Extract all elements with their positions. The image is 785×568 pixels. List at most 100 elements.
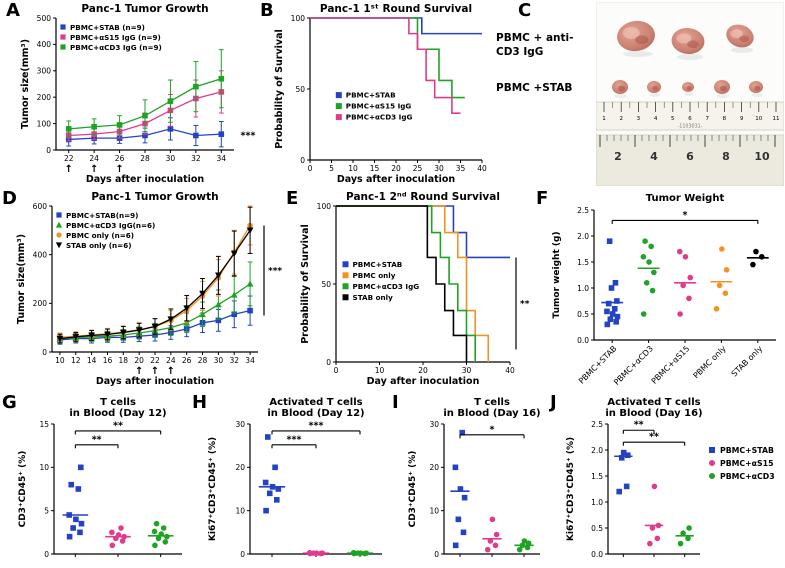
- svg-text:100: 100: [37, 119, 52, 128]
- svg-text:Days after inoculation: Days after inoculation: [96, 376, 215, 387]
- svg-text:24: 24: [89, 154, 99, 163]
- svg-text:STAB only: STAB only: [730, 344, 765, 379]
- svg-text:1.5: 1.5: [577, 258, 589, 267]
- svg-text:2: 2: [614, 150, 622, 163]
- panel-label-f: F: [536, 188, 549, 209]
- svg-text:400: 400: [33, 250, 48, 259]
- svg-text:PBMC only: PBMC only: [353, 271, 396, 280]
- panel-label-b: B: [260, 0, 274, 21]
- svg-text:200: 200: [37, 93, 52, 102]
- chart-svg: Panc-1 Tumor Growth 0 100 200 300 400 500 22 24 2…: [20, 3, 256, 185]
- panel-label-j: J: [550, 392, 557, 413]
- panel-e-survival-chart: Panc-1 2ⁿᵈ Round Survival 0 50 100 0 10 20 30 40…: [300, 190, 534, 388]
- svg-text:1.5: 1.5: [591, 472, 603, 481]
- svg-text:PBMC+αCD3: PBMC+αCD3: [720, 472, 775, 481]
- svg-text:6: 6: [686, 150, 694, 163]
- svg-text:0: 0: [240, 550, 245, 559]
- panel-label-c: C: [518, 0, 532, 21]
- svg-text:**: **: [113, 420, 123, 431]
- svg-text:0: 0: [434, 550, 439, 559]
- svg-text:30: 30: [166, 154, 176, 163]
- svg-text:28: 28: [198, 356, 208, 365]
- svg-text:**: **: [520, 300, 530, 310]
- svg-text:28: 28: [140, 154, 150, 163]
- svg-text:32: 32: [229, 356, 239, 365]
- svg-text:600: 600: [33, 202, 48, 211]
- svg-text:*: *: [683, 210, 688, 221]
- svg-text:10: 10: [429, 506, 439, 515]
- svg-text:PBMC+STAB: PBMC+STAB: [346, 91, 396, 100]
- svg-text:PBMC+αCD3 IgG: PBMC+αCD3 IgG: [353, 282, 420, 291]
- panel-e: E Panc-1 2ⁿᵈ Round Survival 0 50 100 0 10 20 30…: [286, 190, 534, 388]
- svg-text:STAB only (n=6): STAB only (n=6): [66, 241, 131, 250]
- panel-b-survival-chart: Panc-1 1ˢᵗ Round Survival 0 50 100 0 5 10 15 20 2…: [274, 2, 492, 186]
- panel-h-activated-tcells-day12-chart: Activated T cells in Blood (Day 12) 0 10 20 3…: [206, 394, 390, 566]
- chart-svg: Panc-1 2ⁿᵈ Round Survival 0 50 100 0 10 20 30 40…: [300, 191, 530, 387]
- svg-text:10: 10: [754, 150, 770, 163]
- svg-text:**: **: [634, 420, 644, 431]
- panel-i-tcells-day16-chart: T cells in Blood (Day 16) 0 10 20 30 CD3⁺CD45⁺…: [406, 394, 548, 566]
- svg-text:1.0: 1.0: [577, 284, 589, 293]
- svg-text:in Blood (Day 12): in Blood (Day 12): [69, 408, 166, 419]
- panel-d: D Panc-1 Tumor Growth 0 200 400 600 10 12 14 16 1…: [2, 190, 284, 388]
- svg-text:40: 40: [477, 164, 487, 173]
- panel-label-e: E: [286, 188, 299, 209]
- panel-f: F Tumor Weight 0.0 0.5 1.0 1.5 2.0 2.5 PBMC+STA…: [536, 190, 784, 388]
- svg-text:0.0: 0.0: [577, 336, 589, 345]
- svg-text:Panc-1 2ⁿᵈ Round Survival: Panc-1 2ⁿᵈ Round Survival: [346, 191, 500, 203]
- panel-label-i: I: [392, 392, 399, 413]
- svg-text:Activated T cells: Activated T cells: [607, 397, 700, 408]
- svg-text:7: 7: [705, 116, 709, 122]
- svg-text:32: 32: [191, 154, 201, 163]
- svg-text:10: 10: [235, 506, 245, 515]
- svg-text:10: 10: [348, 164, 358, 173]
- svg-text:26: 26: [182, 356, 192, 365]
- svg-text:0.5: 0.5: [591, 524, 603, 533]
- panel-c: C PBMC + anti- CD3 IgG PBMC +STAB 1 2 3 4 5 6…: [494, 0, 785, 187]
- svg-text:4: 4: [654, 116, 658, 122]
- svg-text:PBMC only: PBMC only: [692, 344, 728, 380]
- svg-text:10: 10: [55, 356, 65, 365]
- panel-j: J Activated T cells in Blood (Day 16) 0.0 0…: [550, 394, 784, 566]
- panel-label-d: D: [2, 188, 17, 209]
- svg-text:8: 8: [723, 116, 727, 122]
- svg-text:***: ***: [241, 130, 256, 141]
- svg-text:500: 500: [37, 14, 52, 23]
- chart-svg: Panc-1 1ˢᵗ Round Survival 0 50 100 0 5 10 15 20 2…: [274, 3, 487, 185]
- svg-text:PBMC+αS15: PBMC+αS15: [720, 459, 774, 468]
- svg-text:2.0: 2.0: [577, 232, 589, 241]
- svg-text:100: 100: [317, 202, 332, 211]
- svg-text:T cells: T cells: [474, 397, 510, 408]
- svg-text:20: 20: [134, 356, 144, 365]
- svg-text:Tumor size(mm³): Tumor size(mm³): [20, 39, 31, 129]
- svg-text:Day after inoculation: Day after inoculation: [367, 376, 480, 387]
- photo-row-labels: PBMC + anti- CD3 IgG PBMC +STAB: [496, 2, 596, 186]
- svg-text:PBMC only (n=6): PBMC only (n=6): [66, 231, 134, 240]
- chart-svg: Tumor Weight0.00.51.01.52.02.5PBMC+STABP…: [552, 193, 776, 387]
- svg-text:20: 20: [418, 366, 428, 375]
- svg-text:5: 5: [671, 116, 675, 122]
- svg-text:0: 0: [44, 550, 49, 559]
- panel-j-activated-tcells-day16-chart: Activated T cells in Blood (Day 16) 0.0 0.5…: [564, 394, 784, 566]
- svg-text:0: 0: [42, 348, 47, 357]
- svg-text:↑: ↑: [151, 366, 159, 377]
- svg-text:Panc-1 1ˢᵗ Round Survival: Panc-1 1ˢᵗ Round Survival: [320, 3, 472, 15]
- svg-text:*: *: [490, 424, 495, 435]
- svg-text:26: 26: [115, 154, 125, 163]
- svg-text:1: 1: [602, 116, 606, 122]
- panel-label-a: A: [6, 0, 20, 21]
- svg-text:2.5: 2.5: [577, 206, 589, 215]
- svg-text:20: 20: [391, 164, 401, 173]
- svg-text:-1103031-: -1103031-: [678, 124, 703, 130]
- svg-text:in Blood (Day 16): in Blood (Day 16): [443, 408, 540, 419]
- svg-text:2: 2: [619, 116, 623, 122]
- svg-text:14: 14: [87, 356, 97, 365]
- panel-h: H Activated T cells in Blood (Day 12) 0 10 2…: [192, 394, 390, 566]
- panel-label-g: G: [2, 392, 17, 413]
- svg-text:2.5: 2.5: [591, 420, 603, 429]
- svg-text:12: 12: [71, 356, 81, 365]
- panel-i: I T cells in Blood (Day 16) 0 10 20 30 CD3⁺CD4…: [392, 394, 548, 566]
- svg-text:30: 30: [462, 366, 472, 375]
- svg-text:***: ***: [268, 266, 282, 276]
